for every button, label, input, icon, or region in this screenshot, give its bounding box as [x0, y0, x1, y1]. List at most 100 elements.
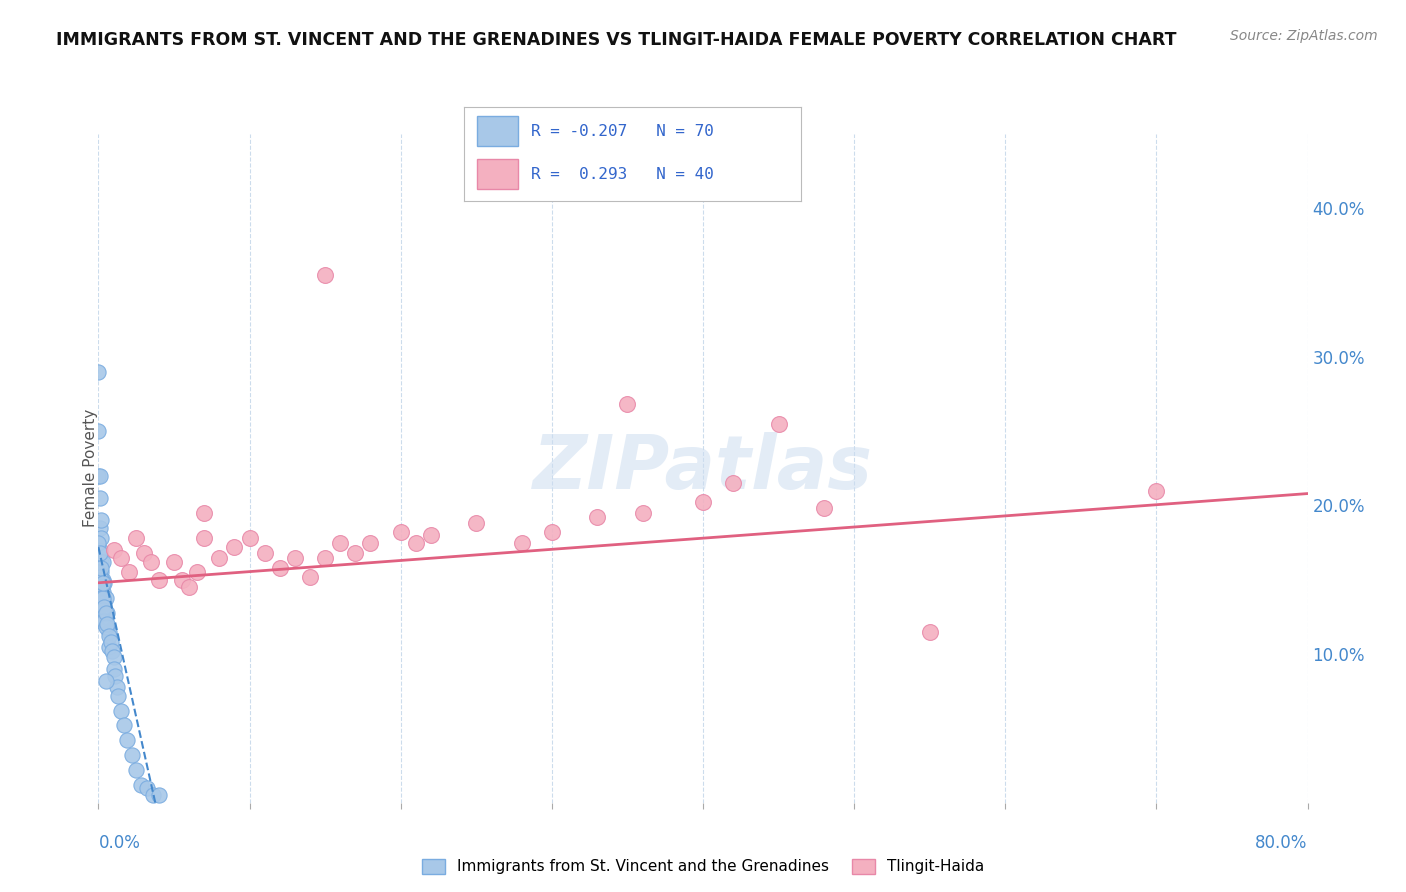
Point	[91, 575, 114, 590]
Point	[91, 573, 114, 587]
Point	[389, 525, 412, 540]
Point	[91, 591, 114, 605]
Point	[186, 566, 208, 580]
Point	[103, 662, 125, 676]
Point	[163, 555, 186, 569]
Point	[96, 617, 118, 632]
Point	[90, 602, 112, 616]
Point	[105, 680, 128, 694]
Point	[284, 550, 307, 565]
Point	[96, 606, 118, 620]
Point	[813, 501, 835, 516]
Point	[98, 629, 121, 643]
Point	[110, 550, 132, 565]
Point	[89, 584, 111, 599]
Point	[89, 606, 111, 620]
Point	[104, 669, 127, 683]
Point	[253, 546, 276, 560]
Point	[90, 591, 112, 605]
Point	[142, 789, 165, 803]
Point	[420, 528, 443, 542]
Point	[193, 531, 215, 545]
Text: 80.0%: 80.0%	[1256, 834, 1308, 852]
Point	[148, 789, 170, 803]
Point	[193, 506, 215, 520]
Point	[87, 575, 110, 590]
Text: ZIPatlas: ZIPatlas	[533, 432, 873, 505]
Point	[87, 566, 110, 580]
Point	[299, 570, 322, 584]
Point	[93, 615, 115, 629]
Text: R =  0.293   N = 40: R = 0.293 N = 40	[531, 167, 714, 182]
Legend: Immigrants from St. Vincent and the Grenadines, Tlingit-Haida: Immigrants from St. Vincent and the Gren…	[415, 851, 991, 882]
Point	[314, 550, 336, 565]
Y-axis label: Female Poverty: Female Poverty	[83, 409, 97, 527]
Point	[89, 570, 111, 584]
Point	[132, 546, 155, 560]
Point	[91, 584, 114, 599]
Point	[224, 540, 246, 554]
Text: Source: ZipAtlas.com: Source: ZipAtlas.com	[1230, 29, 1378, 43]
Point	[87, 599, 110, 614]
Point	[89, 468, 111, 483]
Point	[91, 602, 114, 616]
Point	[89, 543, 111, 558]
Point	[98, 624, 121, 639]
Point	[89, 558, 111, 572]
Point	[90, 555, 112, 569]
Point	[91, 615, 114, 629]
Point	[170, 573, 193, 587]
Point	[110, 704, 132, 718]
Point	[89, 546, 111, 560]
Point	[90, 580, 112, 594]
Point	[90, 580, 112, 594]
Point	[93, 599, 115, 614]
Point	[87, 588, 110, 602]
Point	[148, 573, 170, 587]
Point	[90, 531, 112, 545]
Point	[91, 555, 114, 569]
Point	[239, 531, 262, 545]
Point	[208, 550, 231, 565]
Point	[87, 566, 110, 580]
Point	[125, 763, 148, 777]
Point	[692, 495, 714, 509]
Point	[100, 635, 122, 649]
Point	[89, 491, 111, 505]
FancyBboxPatch shape	[478, 160, 517, 189]
Point	[93, 575, 115, 590]
Point	[96, 620, 118, 634]
Point	[103, 650, 125, 665]
FancyBboxPatch shape	[478, 116, 517, 146]
Text: IMMIGRANTS FROM ST. VINCENT AND THE GRENADINES VS TLINGIT-HAIDA FEMALE POVERTY C: IMMIGRANTS FROM ST. VINCENT AND THE GREN…	[56, 31, 1177, 49]
Point	[87, 535, 110, 549]
Point	[465, 516, 488, 531]
Point	[768, 417, 790, 431]
Point	[115, 733, 138, 747]
Point	[586, 510, 609, 524]
Point	[91, 602, 114, 616]
Point	[94, 591, 117, 605]
Point	[510, 535, 533, 549]
Text: 0.0%: 0.0%	[98, 834, 141, 852]
Point	[918, 624, 941, 639]
Point	[344, 546, 367, 560]
Point	[90, 513, 112, 527]
Point	[93, 615, 115, 629]
Point	[135, 780, 157, 795]
Point	[89, 521, 111, 535]
Point	[89, 595, 111, 609]
Point	[141, 555, 163, 569]
Point	[90, 591, 112, 605]
Point	[94, 606, 117, 620]
Point	[107, 689, 129, 703]
Point	[87, 424, 110, 438]
Point	[112, 718, 135, 732]
Point	[129, 778, 152, 792]
Text: R = -0.207   N = 70: R = -0.207 N = 70	[531, 124, 714, 139]
Point	[125, 531, 148, 545]
Point	[101, 644, 124, 658]
Point	[93, 595, 115, 609]
Point	[329, 535, 352, 549]
Point	[90, 566, 112, 580]
